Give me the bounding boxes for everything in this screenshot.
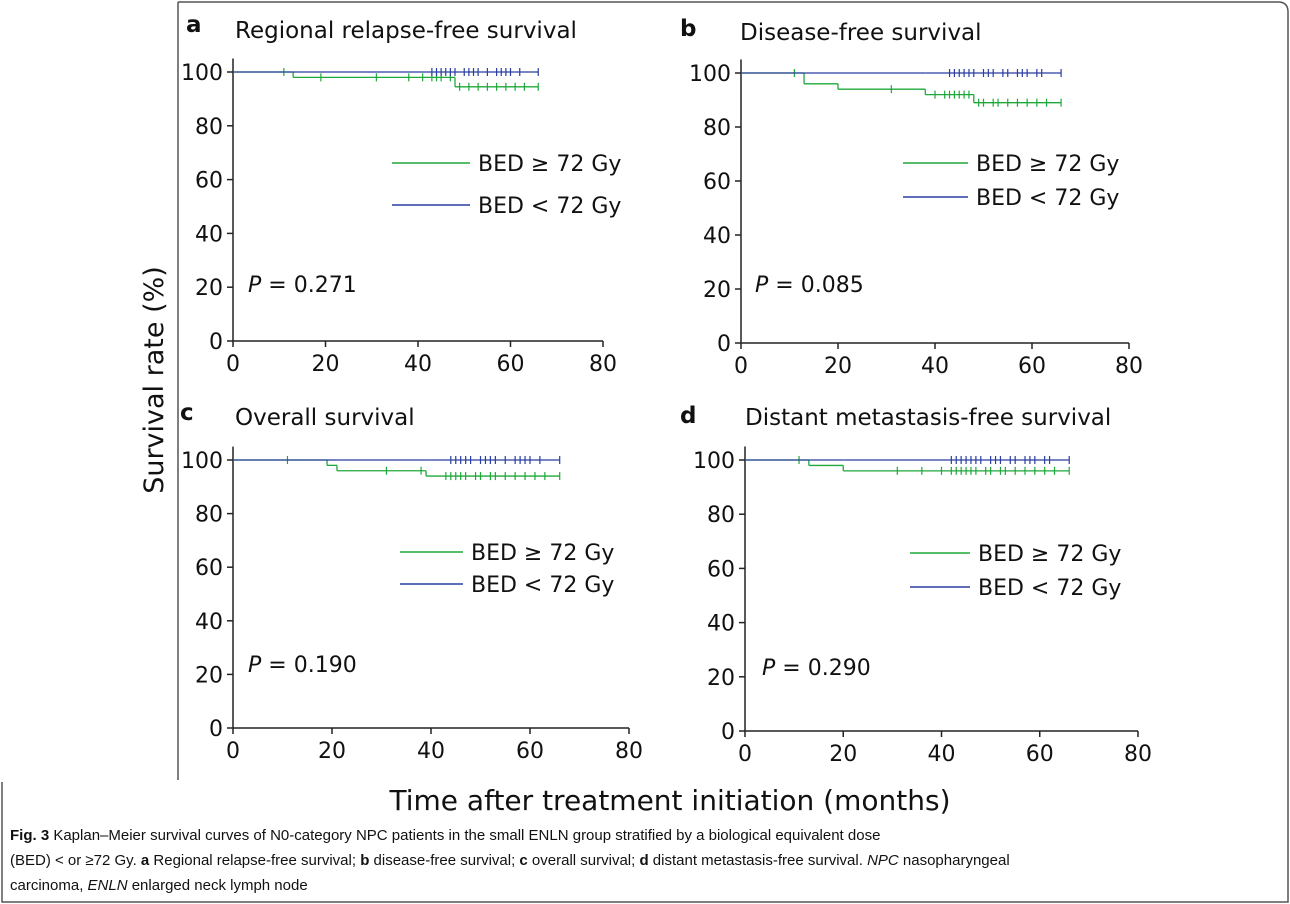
p-text: = 0.290	[782, 656, 870, 681]
caption-run: (BED) < or ≥72 Gy.	[10, 852, 141, 869]
caption-run: nasopharyngeal	[899, 852, 1010, 869]
y-tick-label: 60	[195, 169, 223, 194]
caption-run: carcinoma,	[10, 877, 88, 894]
y-tick-label: 60	[703, 170, 731, 195]
caption-run: Kaplan–Meier survival curves of N0-categ…	[49, 827, 880, 844]
x-tick-label: 60	[497, 352, 525, 377]
y-tick-label: 40	[195, 222, 223, 247]
p-value: P = 0.085	[755, 273, 864, 298]
y-tick-label: 80	[195, 503, 223, 528]
caption-run: disease-free survival;	[369, 852, 519, 869]
y-tick-label: 80	[707, 503, 735, 528]
caption-run: ENLN	[88, 877, 128, 894]
y-tick-label: 40	[195, 610, 223, 635]
p-value: P = 0.290	[762, 656, 871, 681]
caption-run: enlarged neck lymph node	[128, 877, 308, 894]
y-tick-label: 100	[693, 449, 735, 474]
p-symbol: P	[248, 273, 262, 298]
legend-label: BED < 72 Gy	[978, 576, 1121, 601]
caption-run: distant metastasis-free survival.	[649, 852, 867, 869]
y-tick-label: 20	[703, 278, 731, 303]
y-tick-label: 20	[195, 276, 223, 301]
legend-label: BED ≥ 72 Gy	[471, 541, 614, 566]
legend-label: BED ≥ 72 Gy	[978, 542, 1121, 567]
y-axis-label: Survival rate (%)	[139, 266, 170, 494]
x-tick-label: 60	[516, 739, 544, 764]
x-tick-label: 80	[1124, 742, 1152, 767]
x-tick-label: 20	[829, 742, 857, 767]
panel-title: Distant metastasis-free survival	[745, 405, 1111, 431]
x-tick-label: 40	[921, 354, 949, 379]
panel-letter: b	[680, 16, 696, 42]
legend-label: BED ≥ 72 Gy	[976, 152, 1119, 177]
caption-line: (BED) < or ≥72 Gy. a Regional relapse-fr…	[10, 852, 1010, 869]
p-text: = 0.271	[268, 273, 356, 298]
p-symbol: P	[755, 273, 769, 298]
p-symbol: P	[248, 653, 262, 678]
y-tick-label: 100	[181, 61, 223, 86]
caption-run: a	[141, 852, 150, 869]
caption-run: c	[519, 852, 527, 869]
y-tick-label: 0	[209, 717, 223, 742]
p-text: = 0.190	[268, 653, 356, 678]
y-tick-label: 80	[703, 116, 731, 141]
x-tick-label: 20	[312, 352, 340, 377]
y-tick-label: 0	[717, 332, 731, 357]
y-tick-label: 80	[195, 115, 223, 140]
x-tick-label: 60	[1026, 742, 1054, 767]
y-tick-label: 100	[181, 449, 223, 474]
x-tick-label: 40	[928, 742, 956, 767]
caption-run: NPC	[867, 852, 899, 869]
panel-title: Overall survival	[235, 405, 415, 431]
x-tick-label: 20	[318, 739, 346, 764]
panel-title: Regional relapse-free survival	[235, 18, 577, 44]
caption-line: Fig. 3 Kaplan–Meier survival curves of N…	[10, 827, 880, 844]
y-tick-label: 0	[209, 330, 223, 355]
x-tick-label: 0	[226, 739, 240, 764]
y-tick-label: 0	[721, 720, 735, 745]
y-tick-label: 20	[195, 663, 223, 688]
caption-run: b	[360, 852, 369, 869]
caption-line: carcinoma, ENLN enlarged neck lymph node	[10, 877, 308, 894]
x-tick-label: 80	[589, 352, 617, 377]
x-axis-label: Time after treatment initiation (months)	[389, 784, 951, 817]
p-symbol: P	[762, 656, 776, 681]
legend-label: BED ≥ 72 Gy	[478, 152, 621, 177]
caption-run: d	[639, 852, 648, 869]
y-tick-label: 20	[707, 666, 735, 691]
panel-title: Disease-free survival	[740, 20, 982, 46]
y-tick-label: 40	[707, 612, 735, 637]
caption-run: Fig. 3	[10, 827, 49, 844]
x-tick-label: 40	[404, 352, 432, 377]
y-tick-label: 60	[195, 556, 223, 581]
caption-run: overall survival;	[528, 852, 640, 869]
x-tick-label: 80	[615, 739, 643, 764]
panel-letter: a	[186, 12, 202, 38]
y-tick-label: 100	[689, 62, 731, 87]
legend-label: BED < 72 Gy	[976, 186, 1119, 211]
x-tick-label: 20	[824, 354, 852, 379]
p-value: P = 0.190	[248, 653, 357, 678]
panel-letter: d	[680, 403, 696, 429]
x-tick-label: 0	[226, 352, 240, 377]
x-tick-label: 40	[417, 739, 445, 764]
panel-letter: c	[180, 400, 194, 426]
x-tick-label: 0	[738, 742, 752, 767]
caption-run: Regional relapse-free survival;	[149, 852, 360, 869]
x-tick-label: 80	[1115, 354, 1143, 379]
x-tick-label: 0	[734, 354, 748, 379]
p-value: P = 0.271	[248, 273, 357, 298]
p-text: = 0.085	[775, 273, 863, 298]
y-tick-label: 60	[707, 557, 735, 582]
y-tick-label: 40	[703, 224, 731, 249]
x-tick-label: 60	[1018, 354, 1046, 379]
legend-label: BED < 72 Gy	[471, 573, 614, 598]
legend-label: BED < 72 Gy	[478, 194, 621, 219]
